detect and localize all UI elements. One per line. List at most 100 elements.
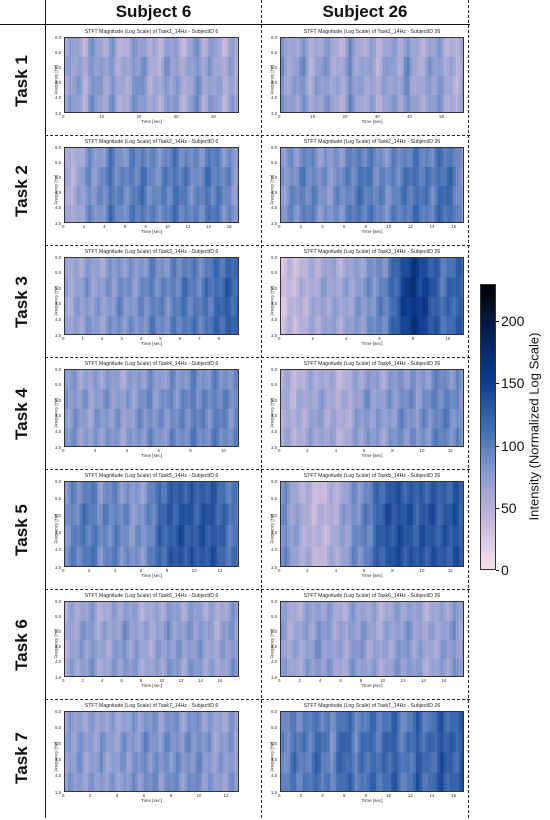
heatmap-cell (137, 428, 142, 446)
heatmap-cell (320, 57, 325, 77)
heatmap-cell (164, 621, 168, 641)
heatmap-cell (202, 389, 206, 410)
heatmap-cell (143, 602, 148, 622)
x-axis-label: Time [sec] (140, 573, 162, 578)
heatmap-cell (434, 621, 438, 641)
heatmap-cell (82, 428, 87, 446)
heatmap-cell (170, 503, 174, 526)
heatmap-cell (400, 57, 405, 77)
x-tick-label: 20 (342, 114, 348, 119)
row-label-text: Task 3 (12, 276, 32, 328)
heatmap-cell (299, 732, 304, 754)
colorbar-gradient (481, 285, 495, 569)
heatmap-cell (149, 57, 154, 77)
heatmap-cell (434, 732, 438, 754)
heatmap-cell (228, 525, 232, 548)
heatmap-cell (158, 297, 162, 318)
heatmap-cell (193, 482, 197, 505)
heatmap-cell (373, 409, 377, 430)
heatmap-cell (132, 712, 136, 733)
heatmap-cell (129, 167, 133, 187)
heatmap-cell (419, 167, 423, 187)
heatmap-cell (164, 546, 168, 566)
heatmap-cell (155, 186, 159, 206)
heatmap-cell (342, 297, 346, 318)
heatmap-cell (199, 525, 203, 548)
heatmap-cell (164, 95, 168, 112)
heatmap-cell (161, 76, 165, 96)
heatmap-cell (76, 732, 81, 754)
heatmap-cell (299, 772, 304, 791)
heatmap-cell (437, 148, 442, 168)
heatmap-cell (85, 277, 89, 298)
heatmap-cell (431, 503, 435, 526)
heatmap-cell (91, 277, 95, 298)
heatmap-cell (351, 772, 356, 791)
heatmap-cell (376, 258, 380, 279)
y-tick-label: 4.5 (55, 80, 62, 86)
heatmap-cell (114, 277, 119, 298)
heatmap-cell (425, 186, 429, 206)
heatmap-cell (123, 659, 127, 676)
heatmap-cell (373, 640, 377, 660)
heatmap-cell (302, 389, 307, 410)
heatmap-cell (305, 752, 310, 774)
heatmap-cell (287, 409, 291, 430)
heatmap-cell (79, 640, 84, 660)
heatmap-cell (123, 95, 127, 112)
heatmap-cell (431, 38, 435, 58)
heatmap-cell (97, 370, 101, 391)
heatmap-cell (363, 205, 368, 222)
heatmap-cell (114, 525, 119, 548)
heatmap-cell (117, 503, 122, 526)
heatmap-cell (440, 167, 445, 187)
heatmap-cell (231, 38, 235, 58)
heatmap-cell (394, 167, 399, 187)
heatmap-cell (394, 76, 399, 96)
heatmap-cell (228, 482, 232, 505)
heatmap-cell (187, 167, 192, 187)
heatmap-cell (419, 602, 423, 622)
heatmap-cell (290, 546, 294, 566)
heatmap-cell (70, 38, 75, 58)
heatmap-cell (373, 389, 377, 410)
heatmap-cell (382, 732, 386, 754)
heatmap-cell (308, 659, 313, 676)
heatmap-cell (397, 640, 402, 660)
heatmap-cell (373, 76, 377, 96)
spectrogram-image (65, 38, 238, 112)
heatmap-cell (330, 95, 334, 112)
x-tick-label: 40 (210, 114, 216, 119)
heatmap-cell (170, 148, 174, 168)
heatmap-cell (449, 732, 454, 754)
heatmap-cell (222, 167, 227, 187)
heatmap-cell (85, 148, 89, 168)
heatmap-cell (88, 732, 92, 754)
heatmap-cell (333, 546, 337, 566)
heatmap-cell (73, 640, 78, 660)
heatmap-cell (135, 167, 139, 187)
heatmap-cell (213, 602, 218, 622)
heatmap-cell (190, 297, 194, 318)
heatmap-cell (155, 297, 159, 318)
heatmap-cell (187, 389, 192, 410)
heatmap-cell (105, 712, 110, 733)
heatmap-cell (397, 76, 402, 96)
heatmap-cell (449, 148, 454, 168)
heatmap-cell (320, 503, 325, 526)
heatmap-cell (311, 258, 316, 279)
heatmap-cell (345, 205, 350, 222)
heatmap-cell (363, 389, 368, 410)
heatmap-cell (437, 482, 442, 505)
heatmap-cell (111, 76, 116, 96)
heatmap-cell (149, 482, 154, 505)
heatmap-cell (149, 316, 154, 334)
heatmap-cell (403, 38, 408, 58)
heatmap-cell (94, 277, 98, 298)
heatmap-cell (67, 389, 72, 410)
heatmap-cell (70, 525, 75, 548)
x-tick-label: 12 (400, 678, 406, 683)
heatmap-cell (158, 525, 162, 548)
heatmap-cell (281, 712, 285, 733)
heatmap-cell (296, 546, 300, 566)
